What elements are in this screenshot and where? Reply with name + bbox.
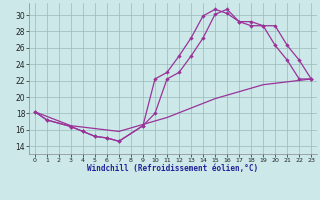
X-axis label: Windchill (Refroidissement éolien,°C): Windchill (Refroidissement éolien,°C)	[87, 164, 259, 173]
